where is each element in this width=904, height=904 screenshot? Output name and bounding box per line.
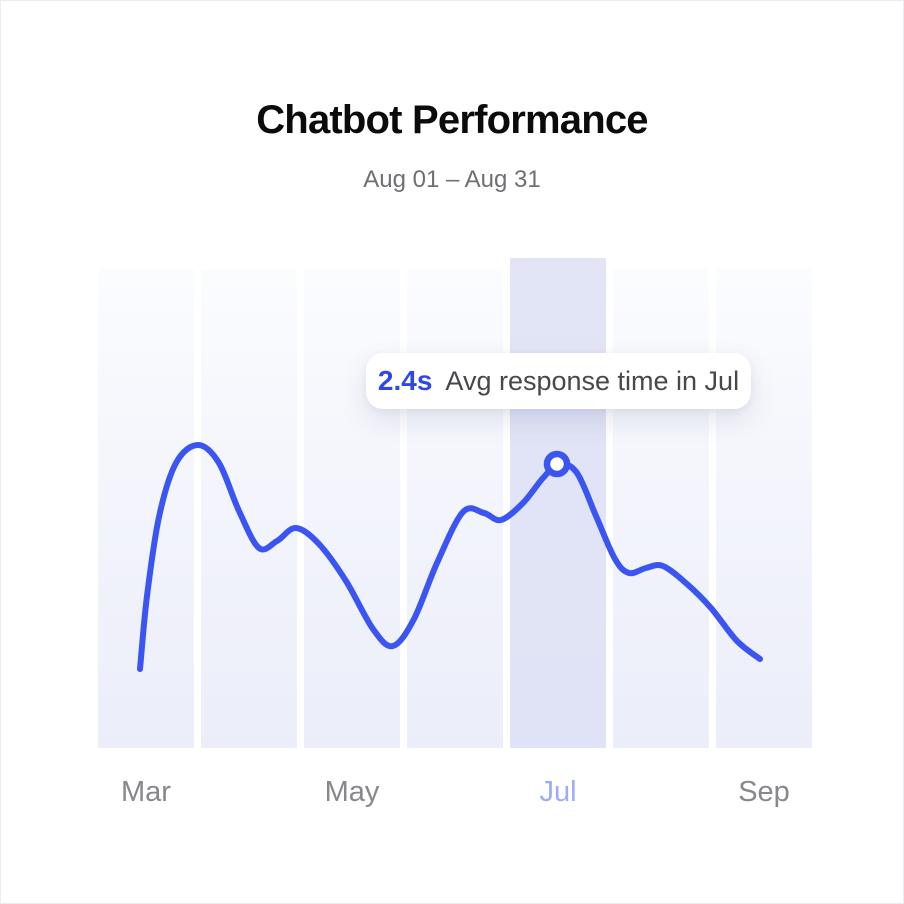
- x-tick-may: May: [324, 776, 380, 808]
- date-range-subtitle: Aug 01 – Aug 31: [363, 166, 541, 193]
- response-time-line: [137, 442, 763, 672]
- month-band: [201, 269, 297, 748]
- x-tick-jul: Jul: [539, 776, 577, 808]
- month-band: [98, 269, 194, 748]
- month-band: [613, 269, 709, 748]
- month-band: [407, 269, 503, 748]
- month-band: [304, 269, 400, 748]
- page-title: Chatbot Performance: [256, 98, 648, 142]
- month-band: [716, 269, 812, 748]
- x-tick-sep: Sep: [738, 776, 790, 808]
- tooltip-label: Avg response time in Jul: [445, 365, 740, 396]
- tooltip-value: 2.4s: [377, 365, 433, 396]
- tooltip: 2.4s Avg response time in Jul: [366, 353, 751, 409]
- jul-data-point-marker[interactable]: [543, 450, 571, 478]
- x-tick-mar: Mar: [121, 776, 171, 808]
